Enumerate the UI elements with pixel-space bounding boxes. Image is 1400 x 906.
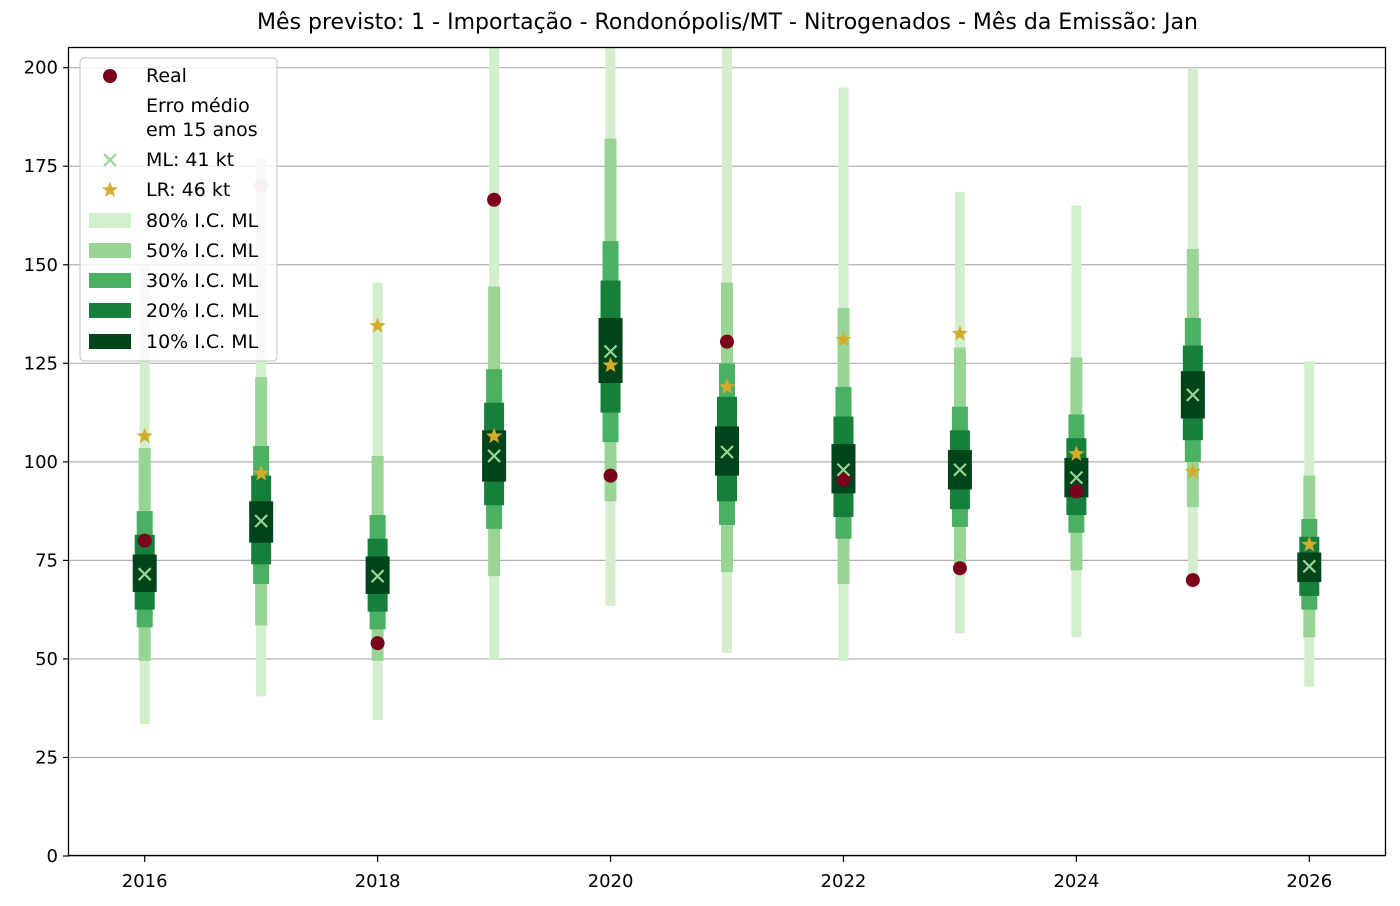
legend-ci30-swatch [89,273,131,288]
x-tick-label: 2022 [821,871,867,892]
x-tick-label: 2024 [1053,871,1099,892]
ml-x-stroke [953,462,967,477]
ml-point-2022 [836,462,851,477]
ml-x-stroke [1186,388,1200,402]
ml-point-2018 [370,569,385,583]
legend-ml-label: ML: 41 kt [146,149,234,171]
lr-point-2020 [602,356,619,373]
legend-real-marker [103,69,117,83]
legend-ci80-label: 80% I.C. ML [146,210,259,232]
real-point-2018 [370,636,385,651]
ml-x-stroke [1069,470,1084,485]
ml-x-stroke [254,514,268,528]
legend-ci80-swatch [89,213,131,228]
real-point-2023 [952,561,967,576]
ml-point-2017 [254,514,268,528]
lr-point-2019 [486,427,503,444]
ml-point-2023 [953,462,967,477]
legend-lr-marker [101,181,119,197]
y-tick-label: 50 [35,649,58,670]
real-point-2020 [603,468,618,483]
lr-point-2022 [835,331,852,347]
ml-point-2020 [603,344,618,359]
ml-point-2019 [487,449,501,463]
legend-error-header-line1: Erro médio [146,95,250,117]
y-tick-label: 25 [35,747,58,768]
legend-ci30-label: 30% I.C. ML [146,270,259,292]
lr-point-2025 [1184,463,1201,479]
lr-point-2021 [718,378,736,394]
y-tick-label: 100 [24,452,58,473]
y-tick-label: 175 [24,156,58,177]
ml-x-stroke [487,449,501,463]
lr-point-2024 [1068,445,1085,461]
legend-ml-marker [103,153,117,167]
legend-ci20-swatch [89,303,131,318]
legend-ci50-label: 50% I.C. ML [146,240,259,262]
legend-ci20-label: 20% I.C. ML [146,300,259,322]
real-point-2016 [137,533,152,548]
legend-lr-label: LR: 46 kt [146,179,230,201]
axes: 0 25 50 75 100 125 150 175 200 2016 2018 2020 2022 20… [24,58,1333,892]
legend-ci50-swatch [89,243,131,258]
real-point-2019 [487,192,502,207]
real-point-2021 [720,334,734,349]
x-tick-label: 2018 [355,871,401,892]
ml-x-stroke [836,462,851,477]
ml-point-2024 [1069,470,1084,485]
legend-ci10-label: 10% I.C. ML [146,331,259,353]
ml-point-2025 [1186,388,1200,402]
x-tick-label: 2016 [122,871,168,892]
lr-point-2018 [369,317,386,333]
lr-point-2017 [253,465,270,481]
lr-point-2016 [136,427,153,444]
ml-x-stroke [370,569,385,583]
x-tick-label: 2026 [1286,871,1332,892]
chart-title: Mês previsto: 1 - Importação - Rondonópo… [257,10,1198,35]
ml-x-stroke [603,344,618,359]
y-tick-label: 200 [24,58,58,79]
y-tick-label: 0 [47,846,58,867]
ml-x-stroke [103,153,117,167]
x-tick-label: 2020 [588,871,634,892]
legend-error-header-line2: em 15 anos [146,119,258,141]
lr-point-2026 [1301,536,1318,552]
lr-point-2023 [951,325,968,341]
real-point-2024 [1069,484,1084,499]
legend-ci10-swatch [89,334,131,349]
y-tick-label: 75 [35,550,58,571]
y-tick-label: 150 [24,255,58,276]
ml-x-stroke [1302,559,1317,574]
real-point-2025 [1185,573,1200,588]
plot-frame [67,46,1387,857]
ml-point-2016 [137,567,152,581]
point-markers [136,178,1318,651]
legend-real-label: Real [146,65,187,87]
y-tick-label: 125 [24,353,58,374]
real-point-2022 [836,472,851,487]
ml-point-2021 [720,445,734,459]
ml-x-stroke [720,445,734,459]
interval-bars [132,48,1322,724]
ml-point-2026 [1302,559,1317,574]
ml-x-stroke [137,567,152,581]
